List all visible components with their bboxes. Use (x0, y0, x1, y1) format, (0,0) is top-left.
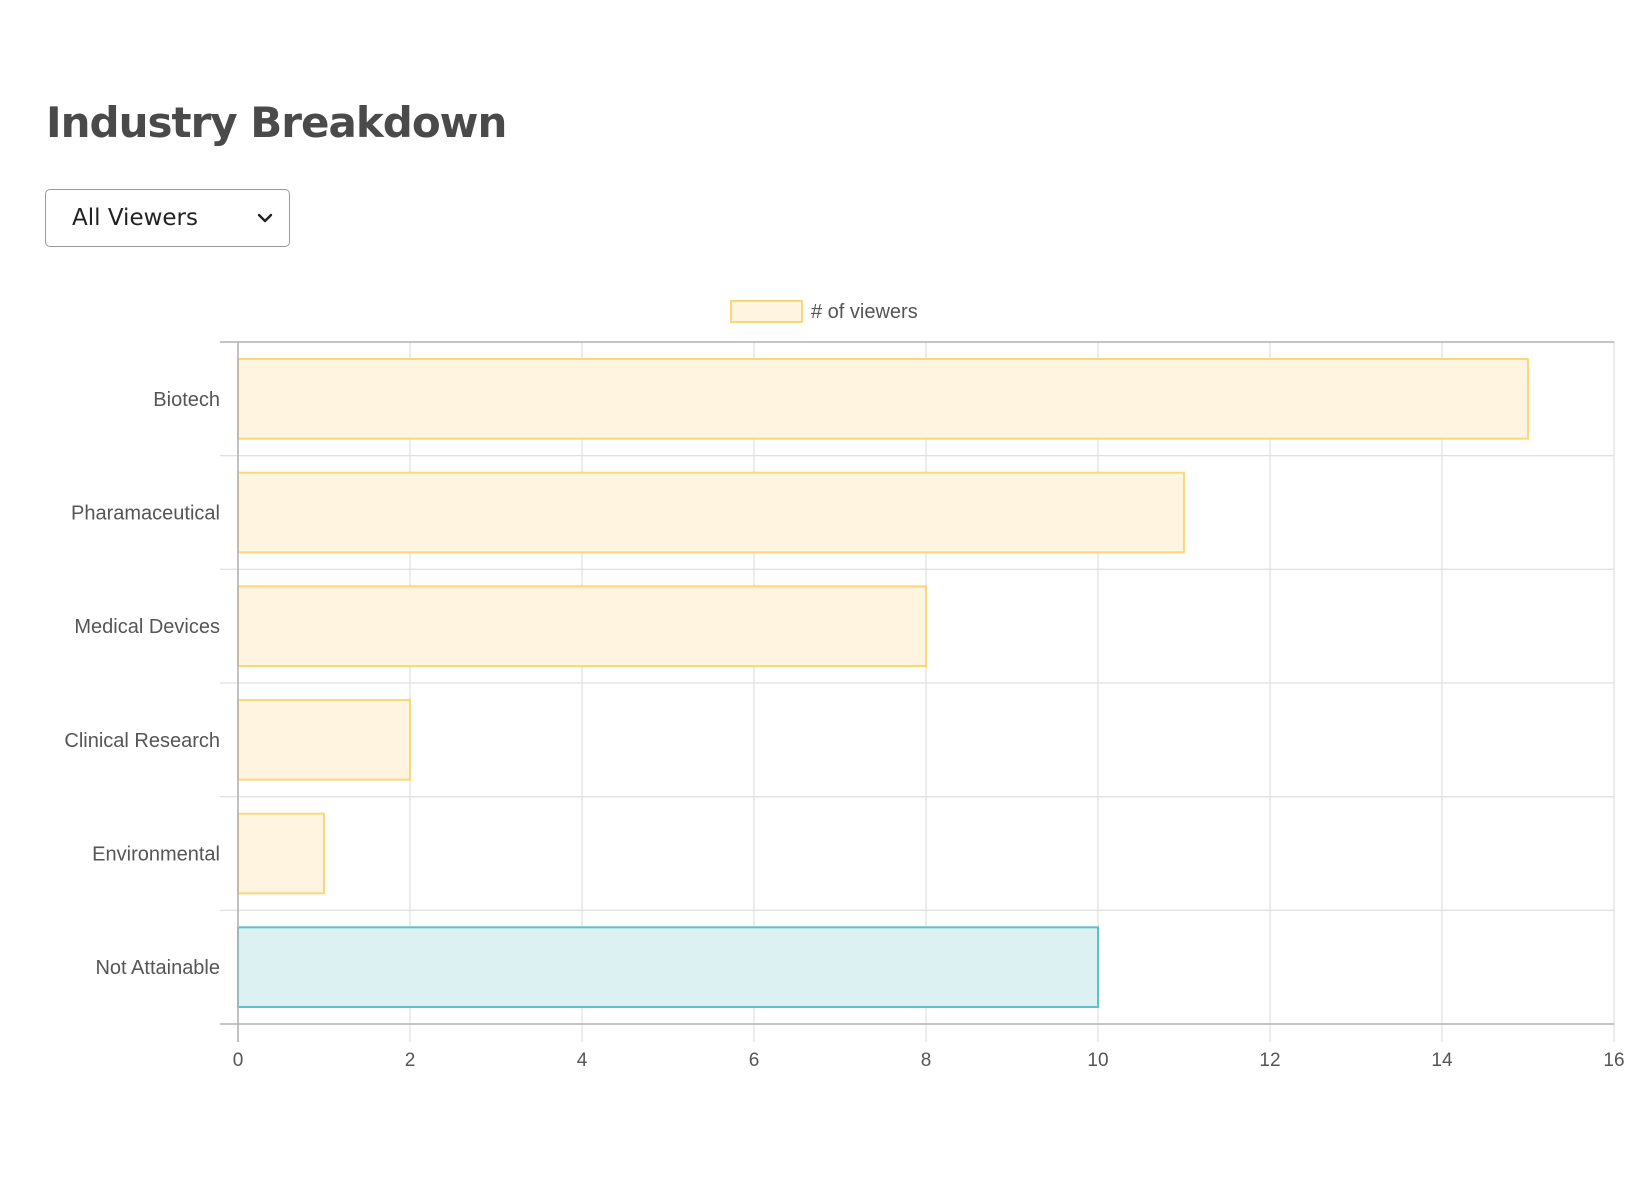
chevron-down-icon (257, 213, 273, 223)
x-tick-label: 10 (1087, 1050, 1108, 1071)
x-tick-label: 0 (233, 1050, 244, 1071)
y-category-label: Biotech (153, 389, 220, 411)
x-tick-label: 14 (1431, 1050, 1453, 1071)
bar-pharamaceutical[interactable] (237, 471, 1185, 554)
x-tick-label: 6 (749, 1050, 760, 1071)
y-category-label: Medical Devices (74, 616, 220, 638)
x-tick-label: 12 (1259, 1050, 1280, 1071)
y-category-label: Environmental (92, 844, 220, 866)
page-title: Industry Breakdown (46, 98, 507, 147)
bar-clinical-research[interactable] (237, 699, 411, 781)
x-tick-label: 8 (921, 1050, 932, 1071)
legend-label[interactable]: # of viewers (811, 301, 918, 323)
legend-swatch[interactable] (730, 300, 803, 323)
viewer-filter-select[interactable]: All Viewers (45, 189, 290, 247)
viewer-filter-value: All Viewers (72, 205, 198, 231)
bar-environmental[interactable] (237, 812, 325, 895)
bar-biotech[interactable] (237, 358, 1529, 440)
y-category-label: Clinical Research (64, 730, 220, 752)
x-tick-label: 4 (577, 1050, 588, 1071)
bar-not-attainable[interactable] (237, 926, 1099, 1008)
x-tick-label: 16 (1603, 1050, 1624, 1071)
y-category-label: Not Attainable (95, 957, 220, 979)
y-category-label: Pharamaceutical (71, 503, 220, 525)
x-tick-label: 2 (405, 1050, 416, 1071)
bar-medical-devices[interactable] (237, 585, 927, 667)
